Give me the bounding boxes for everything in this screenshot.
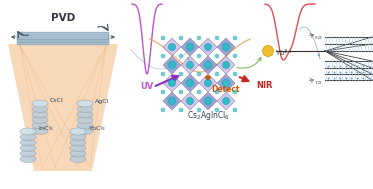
Ellipse shape	[20, 145, 36, 152]
Ellipse shape	[32, 111, 48, 118]
Text: Yb$^{3+}$: Yb$^{3+}$	[275, 47, 294, 59]
Ellipse shape	[70, 133, 86, 140]
Circle shape	[161, 108, 165, 112]
Ellipse shape	[20, 139, 36, 146]
Ellipse shape	[20, 156, 36, 163]
Circle shape	[179, 90, 183, 94]
Circle shape	[169, 43, 176, 50]
Polygon shape	[217, 38, 235, 56]
Ellipse shape	[20, 133, 36, 140]
Ellipse shape	[77, 116, 93, 123]
Ellipse shape	[32, 105, 48, 112]
Circle shape	[215, 90, 219, 94]
Circle shape	[204, 61, 211, 68]
Circle shape	[186, 61, 194, 68]
Polygon shape	[163, 38, 181, 56]
Ellipse shape	[70, 128, 86, 135]
Ellipse shape	[32, 122, 48, 129]
Circle shape	[215, 54, 219, 58]
Circle shape	[197, 108, 201, 112]
Circle shape	[233, 108, 237, 112]
FancyBboxPatch shape	[17, 32, 109, 40]
Circle shape	[161, 90, 165, 94]
Ellipse shape	[77, 111, 93, 118]
FancyBboxPatch shape	[17, 35, 109, 42]
Circle shape	[186, 98, 194, 105]
Polygon shape	[199, 92, 217, 110]
Polygon shape	[217, 74, 235, 92]
Polygon shape	[217, 92, 235, 110]
Ellipse shape	[77, 122, 93, 129]
Circle shape	[233, 72, 237, 76]
Text: AgCl: AgCl	[95, 98, 109, 104]
Text: $^2$F$_{5/2}$: $^2$F$_{5/2}$	[308, 31, 323, 41]
Circle shape	[223, 61, 229, 68]
Circle shape	[204, 80, 211, 87]
Polygon shape	[181, 92, 199, 110]
Circle shape	[161, 54, 165, 58]
Polygon shape	[181, 56, 199, 74]
Ellipse shape	[77, 100, 93, 107]
Ellipse shape	[77, 105, 93, 112]
Circle shape	[197, 90, 201, 94]
Ellipse shape	[32, 116, 48, 123]
Polygon shape	[199, 74, 217, 92]
Circle shape	[204, 98, 211, 105]
Text: UV: UV	[140, 82, 154, 91]
Ellipse shape	[32, 100, 48, 107]
Ellipse shape	[20, 128, 36, 135]
Circle shape	[233, 36, 237, 40]
Circle shape	[161, 72, 165, 76]
Circle shape	[186, 43, 194, 50]
Circle shape	[179, 108, 183, 112]
Text: Defect: Defect	[211, 84, 239, 94]
Polygon shape	[181, 38, 199, 56]
Polygon shape	[181, 74, 199, 92]
Circle shape	[161, 36, 165, 40]
Circle shape	[179, 54, 183, 58]
Polygon shape	[163, 74, 181, 92]
Circle shape	[169, 98, 176, 105]
Polygon shape	[163, 92, 181, 110]
Circle shape	[179, 36, 183, 40]
Circle shape	[215, 72, 219, 76]
Text: NIR: NIR	[256, 81, 273, 90]
Text: YbCl$_3$: YbCl$_3$	[88, 125, 106, 133]
Circle shape	[233, 54, 237, 58]
Polygon shape	[199, 38, 217, 56]
Text: Cs$_2$AgInCl$_6$: Cs$_2$AgInCl$_6$	[186, 109, 229, 122]
Circle shape	[233, 90, 237, 94]
Ellipse shape	[32, 128, 48, 135]
Ellipse shape	[70, 139, 86, 146]
Polygon shape	[217, 56, 235, 74]
Text: PVD: PVD	[51, 13, 75, 23]
Circle shape	[169, 61, 176, 68]
Ellipse shape	[70, 150, 86, 157]
Circle shape	[263, 46, 273, 57]
Polygon shape	[199, 56, 217, 74]
Circle shape	[169, 80, 176, 87]
Ellipse shape	[70, 145, 86, 152]
Polygon shape	[163, 56, 181, 74]
Circle shape	[204, 43, 211, 50]
Text: CsCl: CsCl	[50, 98, 64, 104]
Circle shape	[197, 54, 201, 58]
Circle shape	[215, 108, 219, 112]
Polygon shape	[8, 44, 118, 171]
Circle shape	[186, 80, 194, 87]
Circle shape	[197, 36, 201, 40]
Circle shape	[223, 98, 229, 105]
Circle shape	[179, 72, 183, 76]
Ellipse shape	[77, 128, 93, 135]
FancyBboxPatch shape	[17, 37, 109, 45]
Ellipse shape	[70, 156, 86, 163]
Circle shape	[223, 80, 229, 87]
Text: $^2$F$_{7/2}$: $^2$F$_{7/2}$	[308, 76, 323, 86]
Circle shape	[223, 43, 229, 50]
Ellipse shape	[20, 150, 36, 157]
Circle shape	[215, 36, 219, 40]
Text: InCl$_3$: InCl$_3$	[38, 125, 54, 133]
Circle shape	[197, 72, 201, 76]
